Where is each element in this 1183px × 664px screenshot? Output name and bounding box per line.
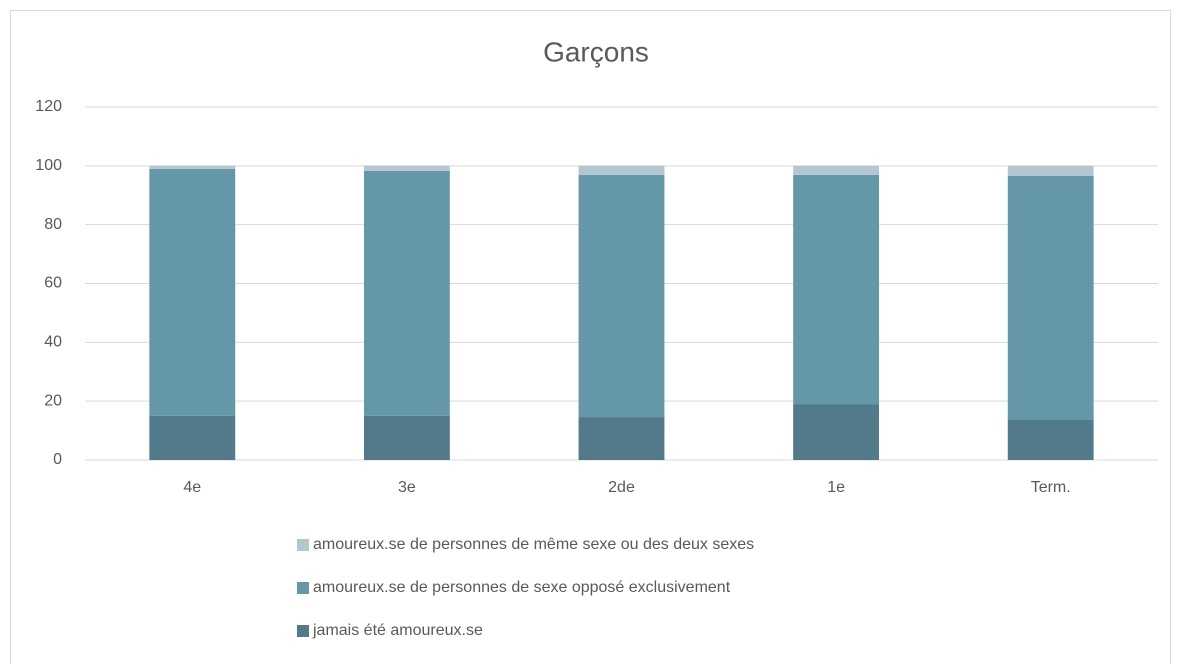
bar-segment <box>578 174 665 418</box>
legend-swatch <box>297 582 309 594</box>
bar-segment <box>363 165 450 171</box>
y-tick-label: 100 <box>35 157 62 174</box>
bar-segment <box>149 168 236 416</box>
y-tick-label: 40 <box>44 334 62 351</box>
legend-label: amoureux.se de personnes de même sexe ou… <box>313 536 754 553</box>
legend-label: jamais été amoureux.se <box>312 622 483 639</box>
x-tick-label: 3e <box>398 479 416 496</box>
y-tick-label: 80 <box>44 216 62 233</box>
x-tick-label: 4e <box>183 479 201 496</box>
x-tick-label: Term. <box>1031 479 1071 496</box>
bar-segment <box>578 165 665 175</box>
bar-segment <box>793 404 880 460</box>
x-tick-label: 1e <box>827 479 845 496</box>
chart-frame <box>10 10 1171 664</box>
legend-label: amoureux.se de personnes de sexe opposé … <box>313 579 731 596</box>
bar-segment <box>793 165 880 175</box>
bar-segment <box>1007 175 1094 420</box>
bar-segment <box>1007 165 1094 176</box>
bar-segment <box>363 415 450 460</box>
bar-segment <box>578 417 665 460</box>
y-tick-label: 60 <box>44 275 62 292</box>
chart-title: Garçons <box>543 36 649 67</box>
x-tick-label: 2de <box>608 479 635 496</box>
bar-segment <box>1007 419 1094 460</box>
bar-segment <box>149 415 236 460</box>
bar-segment <box>793 174 880 405</box>
y-tick-label: 20 <box>44 392 62 409</box>
legend-swatch <box>297 539 309 551</box>
y-tick-label: 0 <box>53 451 62 468</box>
bar-segment <box>363 170 450 416</box>
bar-segment <box>149 165 236 169</box>
legend-swatch <box>297 625 309 637</box>
y-tick-label: 120 <box>35 98 62 115</box>
